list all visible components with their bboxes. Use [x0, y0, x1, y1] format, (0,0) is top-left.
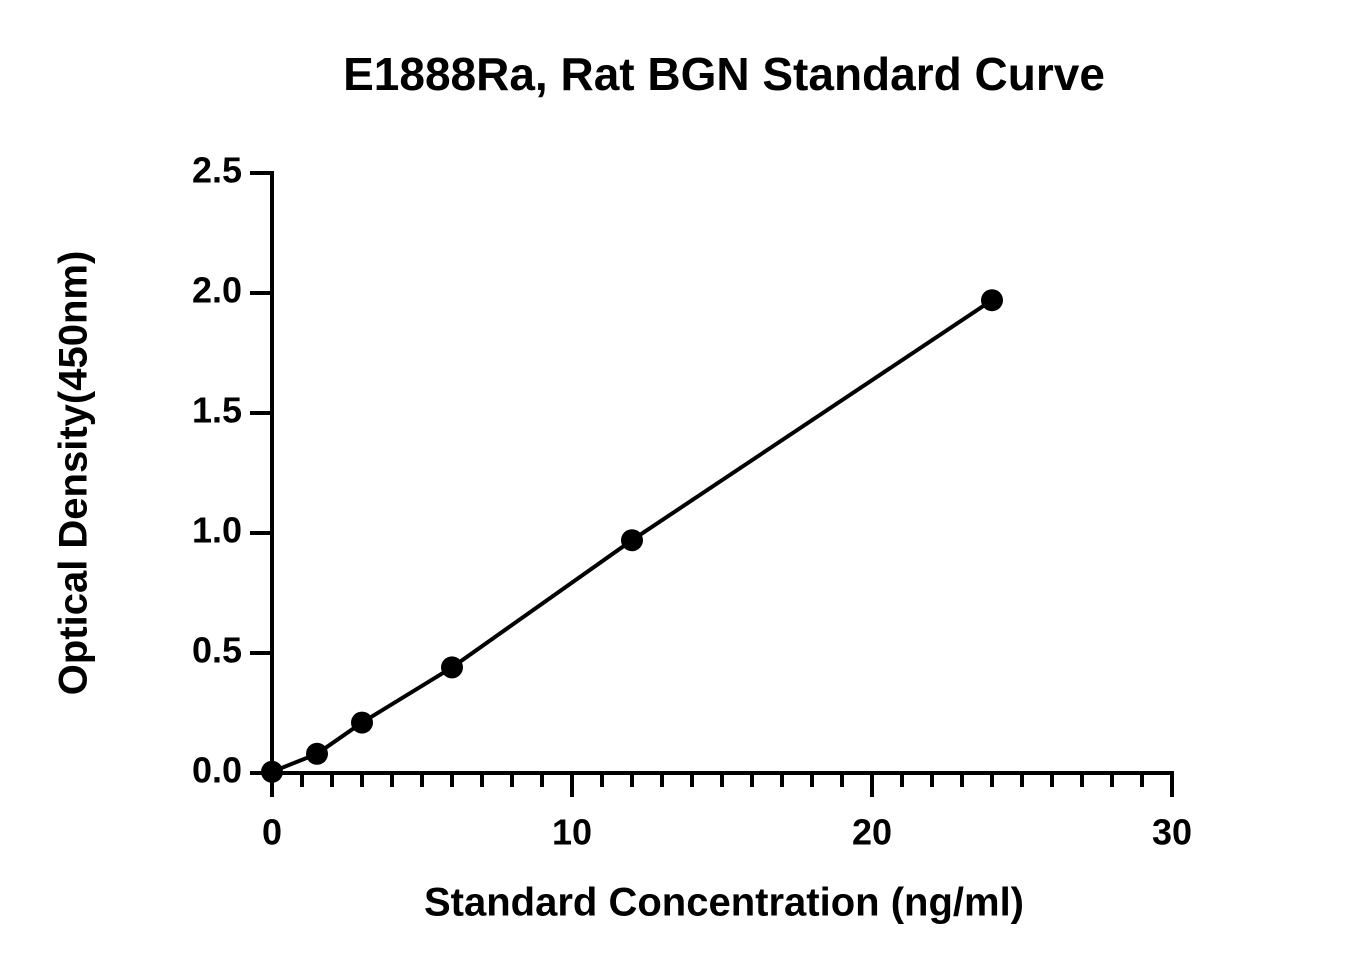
y-tick-label: 0.5 — [192, 630, 242, 671]
data-point — [261, 760, 283, 783]
chart-title: E1888Ra, Rat BGN Standard Curve — [343, 48, 1105, 100]
y-axis-label: Optical Density(450nm) — [52, 251, 96, 696]
data-point — [306, 742, 328, 765]
x-tick-label: 10 — [552, 812, 592, 853]
data-point — [351, 711, 373, 734]
y-tick-label: 1.0 — [192, 510, 242, 551]
data-point — [981, 289, 1003, 312]
x-tick-label: 0 — [262, 812, 282, 853]
x-axis-label: Standard Concentration (ng/ml) — [424, 881, 1024, 925]
y-tick-label: 0.0 — [192, 750, 242, 791]
data-point — [441, 656, 463, 679]
data-point — [621, 529, 643, 552]
x-tick-label: 20 — [852, 812, 892, 853]
y-tick-label: 2.5 — [192, 150, 242, 191]
y-tick-label: 1.5 — [192, 390, 242, 431]
y-tick-label: 2.0 — [192, 270, 242, 311]
x-tick-label: 30 — [1152, 812, 1192, 853]
